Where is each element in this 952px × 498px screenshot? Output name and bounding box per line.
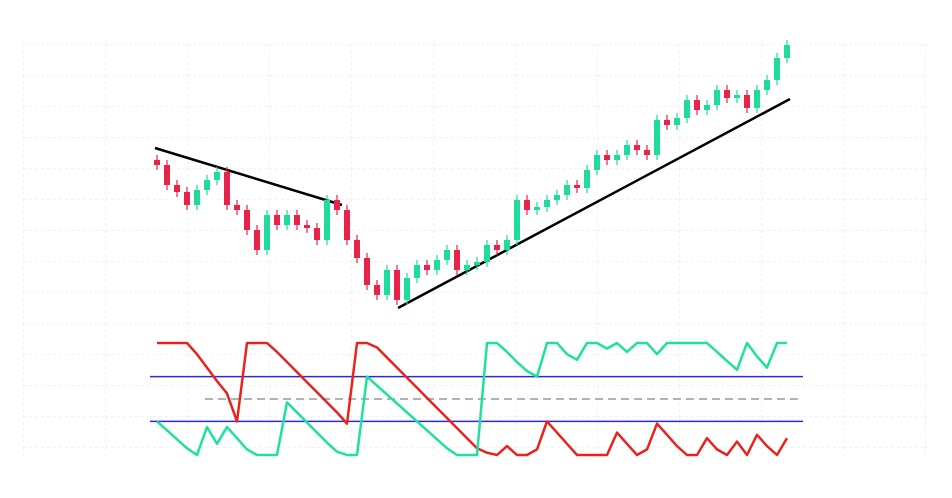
- candle-body: [424, 265, 430, 270]
- candle-body: [614, 155, 620, 160]
- candle-body: [744, 95, 750, 108]
- candle-body: [544, 200, 550, 207]
- candle-body: [704, 105, 710, 110]
- candle-body: [624, 145, 630, 155]
- candle-body: [604, 155, 610, 160]
- candle-body: [224, 172, 230, 205]
- candle-body: [694, 100, 700, 110]
- indicator-line: [156, 341, 787, 457]
- candle-body: [634, 145, 640, 150]
- candle-body: [194, 190, 200, 205]
- candle-body: [754, 90, 760, 108]
- candle-body: [494, 245, 500, 250]
- candle-body: [374, 285, 380, 295]
- candle-body: [254, 230, 260, 250]
- candle-body: [554, 195, 560, 200]
- candle-body: [644, 150, 650, 155]
- candle-body: [684, 100, 690, 118]
- candle-body: [214, 172, 220, 180]
- candle-body: [664, 120, 670, 125]
- candle-body: [204, 180, 210, 190]
- candle-body: [344, 210, 350, 240]
- candle-body: [284, 215, 290, 225]
- candle-body: [294, 215, 300, 225]
- candle-body: [384, 270, 390, 295]
- candle-body: [454, 250, 460, 270]
- candle-body: [164, 165, 170, 185]
- candle-body: [774, 58, 780, 80]
- candle-body: [674, 118, 680, 125]
- candle-body: [244, 210, 250, 230]
- candle-body: [434, 260, 440, 270]
- candle-body: [504, 240, 510, 250]
- candle-body: [354, 240, 360, 258]
- candle-body: [464, 265, 470, 270]
- trend-line: [397, 97, 791, 310]
- candle-body: [524, 200, 530, 210]
- candle-body: [334, 200, 340, 210]
- candle-body: [734, 95, 740, 98]
- candle-body: [184, 192, 190, 205]
- candle-body: [594, 155, 600, 170]
- candle-body: [654, 120, 660, 155]
- candle-body: [304, 225, 310, 228]
- candle-body: [444, 250, 450, 260]
- candle-body: [534, 207, 540, 210]
- candle-body: [474, 262, 480, 265]
- candle-body: [564, 185, 570, 195]
- candle-body: [314, 228, 320, 240]
- candle-body: [404, 278, 410, 300]
- background-grid: [23, 44, 927, 456]
- candle-body: [714, 90, 720, 105]
- trend-line: [154, 146, 343, 207]
- candle-body: [724, 90, 730, 98]
- candle-body: [514, 200, 520, 240]
- candle-body: [234, 205, 240, 210]
- candle-body: [414, 265, 420, 278]
- candle-body: [154, 160, 160, 165]
- indicator-line: [157, 341, 789, 457]
- candle-body: [364, 258, 370, 285]
- candle-body: [274, 215, 280, 225]
- candle-body: [574, 185, 580, 188]
- candle-body: [764, 80, 770, 90]
- candle-body: [174, 185, 180, 192]
- candle-body: [394, 270, 400, 300]
- candle-body: [484, 245, 490, 262]
- candle-body: [784, 45, 790, 58]
- candle-body: [584, 170, 590, 188]
- candle-body: [264, 215, 270, 250]
- candle-body: [324, 200, 330, 240]
